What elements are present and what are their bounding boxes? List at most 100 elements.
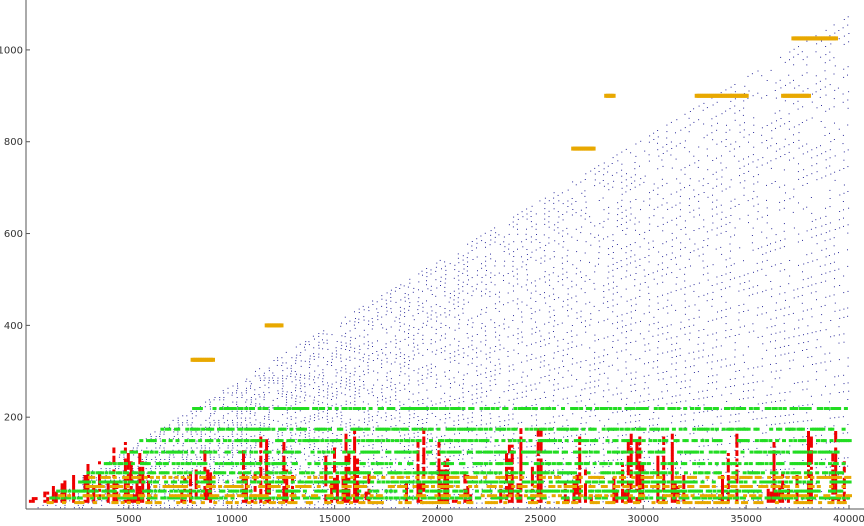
- blue-point: [227, 488, 229, 490]
- blue-point: [607, 218, 609, 220]
- blue-point: [735, 421, 737, 423]
- blue-point: [567, 386, 569, 388]
- blue-point: [145, 468, 147, 470]
- blue-point: [526, 375, 528, 377]
- blue-point: [717, 444, 718, 446]
- blue-point: [684, 293, 686, 295]
- blue-point: [516, 273, 518, 275]
- blue-point: [684, 267, 686, 269]
- blue-point: [373, 370, 375, 372]
- blue-point: [793, 351, 795, 353]
- blue-point: [752, 418, 754, 420]
- blue-point: [463, 418, 465, 420]
- blue-point: [335, 347, 337, 349]
- blue-point: [667, 312, 669, 314]
- blue-point: [720, 225, 722, 227]
- blue-point: [304, 386, 306, 388]
- blue-point: [309, 418, 311, 420]
- blue-point: [191, 426, 193, 428]
- blue-point: [512, 403, 514, 405]
- blue-point: [815, 51, 817, 53]
- blue-point: [752, 95, 754, 97]
- blue-point: [196, 459, 198, 460]
- blue-point: [584, 195, 586, 197]
- blue-point: [797, 288, 799, 290]
- blue-point: [675, 263, 677, 265]
- blue-point: [286, 399, 287, 401]
- blue-point: [327, 443, 329, 445]
- blue-point: [354, 404, 356, 406]
- blue-point: [607, 436, 609, 438]
- blue-point: [802, 436, 804, 438]
- blue-point: [571, 385, 573, 387]
- blue-point: [475, 288, 477, 290]
- blue-point: [726, 493, 727, 494]
- blue-point: [698, 228, 700, 230]
- blue-point: [444, 371, 446, 373]
- blue-point: [417, 503, 419, 505]
- blue-point: [468, 279, 469, 281]
- blue-point: [571, 336, 573, 337]
- blue-point: [549, 284, 551, 286]
- blue-point: [707, 293, 709, 295]
- blue-point: [145, 456, 147, 458]
- blue-point: [436, 436, 438, 438]
- blue-point: [658, 443, 659, 445]
- blue-point: [385, 328, 387, 330]
- blue-point: [399, 340, 401, 342]
- blue-point: [413, 487, 415, 489]
- blue-point: [462, 272, 464, 274]
- blue-point: [209, 456, 211, 458]
- blue-point: [612, 394, 614, 396]
- blue-point: [349, 356, 351, 358]
- blue-point: [122, 488, 124, 490]
- blue-point: [326, 342, 328, 344]
- blue-point: [471, 430, 473, 432]
- blue-point: [277, 359, 279, 361]
- blue-point: [620, 278, 622, 280]
- blue-point: [449, 387, 451, 389]
- blue-point: [702, 109, 704, 111]
- blue-point: [734, 91, 736, 93]
- blue-point: [282, 383, 284, 385]
- blue-point: [644, 275, 646, 277]
- blue-point: [449, 344, 451, 346]
- blue-point: [309, 372, 311, 374]
- blue-point: [725, 139, 727, 140]
- blue-point: [363, 336, 365, 338]
- blue-point: [349, 474, 351, 476]
- blue-point: [154, 488, 156, 490]
- blue-point: [485, 265, 487, 267]
- blue-point: [349, 340, 351, 342]
- blue-point: [766, 199, 767, 201]
- blue-point: [635, 309, 636, 311]
- blue-point: [445, 418, 447, 420]
- blue-point: [164, 442, 166, 444]
- blue-point: [607, 236, 609, 238]
- blue-point: [698, 119, 700, 121]
- blue-point: [703, 219, 705, 221]
- blue-point: [658, 398, 659, 400]
- blue-point: [671, 357, 673, 358]
- blue-point: [571, 280, 573, 282]
- blue-point: [766, 140, 768, 141]
- blue-point: [367, 372, 369, 374]
- blue-point: [318, 344, 320, 346]
- blue-point: [557, 194, 559, 196]
- blue-point: [363, 384, 365, 386]
- blue-point: [680, 401, 682, 403]
- blue-point: [684, 187, 685, 189]
- blue-point: [385, 397, 387, 399]
- blue-point: [567, 200, 569, 202]
- blue-point: [680, 381, 682, 383]
- blue-point: [272, 377, 274, 379]
- blue-point: [468, 449, 470, 451]
- blue-point: [245, 401, 247, 403]
- blue-point: [784, 399, 786, 401]
- blue-point: [503, 391, 505, 393]
- blue-point: [504, 420, 506, 422]
- blue-point: [476, 242, 478, 244]
- blue-point: [698, 105, 700, 107]
- blue-point: [477, 375, 479, 376]
- blue-point: [268, 367, 270, 369]
